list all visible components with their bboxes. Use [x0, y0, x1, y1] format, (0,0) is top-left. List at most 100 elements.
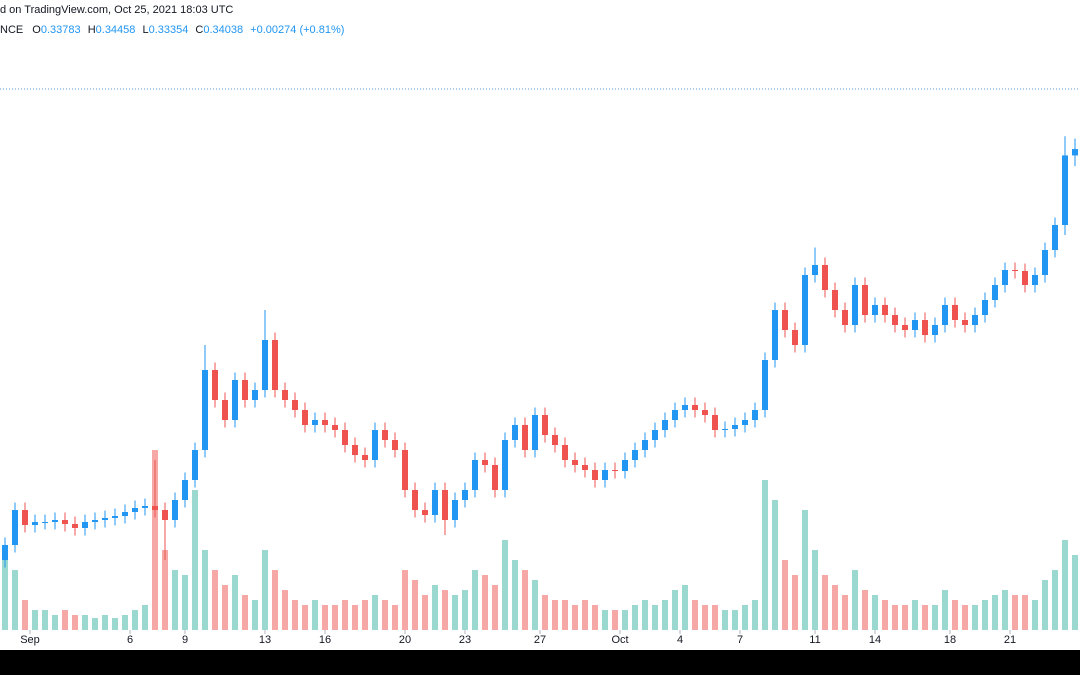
candle-body: [712, 415, 718, 430]
candle-body: [312, 420, 318, 425]
ohlc-legend: NCE O0.33783 H0.34458 L0.33354 C0.34038 …: [0, 24, 344, 36]
volume-bar: [512, 560, 518, 630]
volume-bar: [972, 605, 978, 630]
candle-body: [792, 330, 798, 345]
volume-bar: [322, 605, 328, 630]
x-tick-label: 4: [677, 634, 683, 646]
candle-body: [982, 300, 988, 315]
candle-body: [232, 380, 238, 420]
candle-body: [382, 430, 388, 440]
candle-body: [642, 440, 648, 450]
candle-body: [72, 524, 78, 528]
volume-bar: [152, 450, 158, 630]
candle-body: [412, 490, 418, 510]
candle-body: [302, 410, 308, 425]
close-value: 0.34038: [203, 24, 243, 36]
volume-bar: [852, 570, 858, 630]
volume-bar: [162, 550, 168, 630]
candle-body: [32, 522, 38, 525]
volume-bar: [392, 605, 398, 630]
volume-bar: [12, 570, 18, 630]
candle-body: [1072, 149, 1078, 156]
volume-bar: [592, 605, 598, 630]
candle-body: [622, 460, 628, 471]
volume-bar: [842, 595, 848, 630]
x-tick-label: Oct: [611, 634, 628, 646]
candle-body: [322, 420, 328, 425]
volume-bar: [172, 570, 178, 630]
volume-bar: [202, 550, 208, 630]
volume-bar: [622, 610, 628, 630]
volume-bar: [22, 600, 28, 630]
x-tick-label: 23: [459, 634, 471, 646]
volume-bar: [292, 600, 298, 630]
candle-body: [702, 410, 708, 415]
candle-body: [902, 325, 908, 330]
volume-bar: [442, 590, 448, 630]
candle-body: [932, 325, 938, 335]
x-tick-label: 13: [259, 634, 271, 646]
candle-body: [212, 370, 218, 400]
candle-body: [722, 429, 728, 430]
volume-bar: [932, 605, 938, 630]
candle-body: [112, 516, 118, 518]
volume-bar: [602, 610, 608, 630]
volume-bar: [952, 600, 958, 630]
candle-body: [672, 410, 678, 420]
volume-bar: [142, 605, 148, 630]
volume-bar: [542, 595, 548, 630]
candle-body: [992, 285, 998, 300]
candle-body: [192, 450, 198, 480]
candle-body: [152, 506, 158, 510]
volume-bar: [902, 605, 908, 630]
candle-body: [442, 490, 448, 520]
volume-bar: [692, 600, 698, 630]
volume-bar: [112, 618, 118, 630]
candle-body: [682, 405, 688, 410]
candle-body: [882, 305, 888, 315]
candle-body: [92, 520, 98, 522]
x-tick-label: 21: [1004, 634, 1016, 646]
candle-body: [772, 310, 778, 360]
volume-bar: [582, 600, 588, 630]
candle-body: [1022, 271, 1028, 285]
volume-bar: [682, 585, 688, 630]
candle-body: [1002, 270, 1008, 285]
candle-body: [812, 265, 818, 275]
volume-bar: [42, 610, 48, 630]
candle-body: [572, 460, 578, 465]
candle-body: [652, 430, 658, 440]
change-value: +0.00274 (+0.81%): [250, 24, 344, 36]
volume-bar: [82, 615, 88, 630]
x-tick-label: 18: [944, 634, 956, 646]
volume-bar: [612, 610, 618, 630]
volume-bar: [492, 585, 498, 630]
candle-body: [512, 425, 518, 440]
volume-bar: [92, 618, 98, 630]
volume-bar: [282, 590, 288, 630]
volume-bar: [532, 580, 538, 630]
x-tick-label: 14: [869, 634, 881, 646]
candle-body: [592, 470, 598, 480]
volume-bar: [892, 605, 898, 630]
volume-bar: [992, 595, 998, 630]
candle-body: [552, 435, 558, 445]
volume-bar: [522, 570, 528, 630]
volume-bar: [712, 605, 718, 630]
volume-bar: [382, 600, 388, 630]
candle-body: [522, 425, 528, 450]
volume-bar: [212, 570, 218, 630]
candle-body: [402, 450, 408, 490]
low-label: L: [142, 24, 148, 36]
candle-body: [862, 285, 868, 315]
volume-bar: [302, 605, 308, 630]
volume-bar: [742, 605, 748, 630]
volume-bar: [232, 575, 238, 630]
volume-bar: [342, 600, 348, 630]
candle-body: [362, 455, 368, 460]
plot-area: Sep 6 9 13 16 20 23 27 Oct 4 7 11 14 18 21: [2, 136, 1078, 646]
candle-body: [952, 305, 958, 320]
volume-bar: [962, 605, 968, 630]
volume-bar: [1042, 580, 1048, 630]
